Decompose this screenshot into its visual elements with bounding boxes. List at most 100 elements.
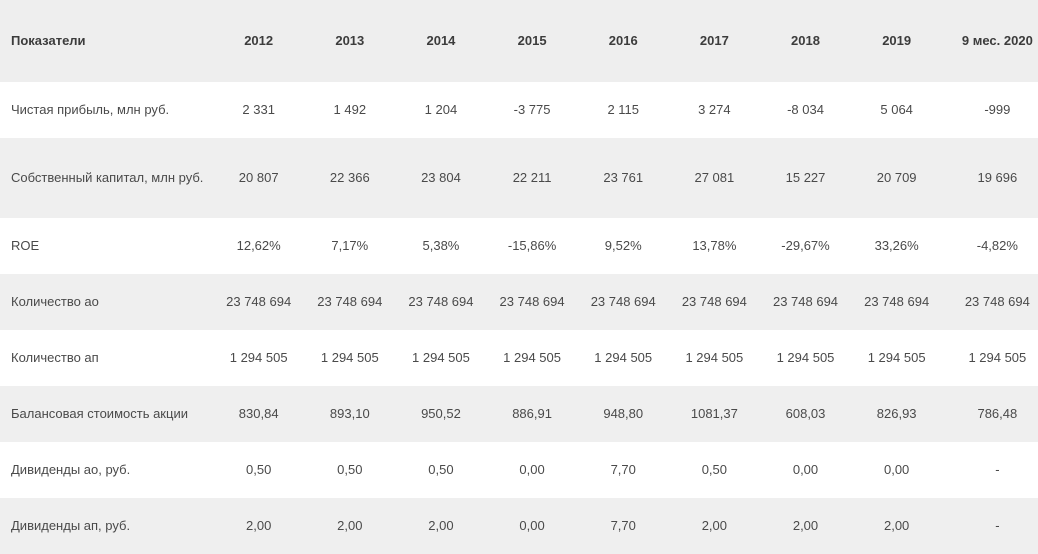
row-label: ROE xyxy=(11,238,40,253)
row-label: Собственный капитал, млн руб. xyxy=(11,170,204,185)
header-cell-year: 2016 xyxy=(608,33,638,48)
row-label: Чистая прибыль, млн руб. xyxy=(11,102,170,117)
table-cell: 23 804 xyxy=(421,170,461,185)
header-cell-year: 2019 xyxy=(882,33,912,48)
table-cell: 1 294 505 xyxy=(685,350,744,365)
table-cell: 1 294 505 xyxy=(503,350,561,365)
table-cell: 9,52% xyxy=(604,238,642,253)
header-cell-year: 2012 xyxy=(244,33,274,48)
table-cell: 2,00 xyxy=(701,518,728,533)
table-row: Количество ап 1 294 505 1 294 505 1 294 505… xyxy=(0,330,1038,386)
table-cell: 0,00 xyxy=(792,462,819,477)
table-row: Чистая прибыль, млн руб. 2 331 1 492 1 204 -… xyxy=(0,82,1038,138)
table-cell: 786,48 xyxy=(977,406,1018,421)
header-cell-year: 2017 xyxy=(699,33,729,48)
table-cell: 1 294 505 xyxy=(594,350,653,365)
table-cell: 0,50 xyxy=(337,462,363,477)
table-cell: 1 294 505 xyxy=(412,350,470,365)
table-cell: -29,67% xyxy=(781,238,830,253)
table-cell: 950,52 xyxy=(421,406,461,421)
table-cell: 7,17% xyxy=(331,238,369,253)
table-cell: 893,10 xyxy=(329,406,370,421)
table-cell: 15 227 xyxy=(785,170,826,185)
row-label: Дивиденды ао, руб. xyxy=(11,462,131,477)
table-cell: 23 748 694 xyxy=(499,294,565,309)
table-cell: -15,86% xyxy=(507,238,557,253)
header-cell-year: 2018 xyxy=(791,33,820,48)
header-cell-9m-2020: 9 мес. 2020 xyxy=(961,33,1033,48)
row-label: Балансовая стоимость акции xyxy=(11,406,188,421)
table-cell: 23 748 694 xyxy=(408,294,474,309)
table-cell: 0,00 xyxy=(519,462,545,477)
table-cell: -8 034 xyxy=(787,102,824,117)
table-cell: 1 294 505 xyxy=(968,350,1027,365)
header-cell-year: 2014 xyxy=(426,33,456,48)
header-cell-indicators: Показатели xyxy=(11,33,86,48)
table-cell: 826,93 xyxy=(876,406,917,421)
table-cell: -3 775 xyxy=(513,102,551,117)
table-cell: 2 115 xyxy=(607,102,640,117)
table-cell: 23 748 694 xyxy=(681,294,747,309)
table-cell: 23 748 694 xyxy=(590,294,656,309)
table-cell: 0,00 xyxy=(883,462,910,477)
table-cell: 7,70 xyxy=(610,462,636,477)
table-cell: - xyxy=(995,462,1000,477)
table-cell: 23 748 694 xyxy=(226,294,292,309)
table-row: Количество ао 23 748 694 23 748 694 23 748 … xyxy=(0,274,1038,330)
table-cell: 23 761 xyxy=(603,170,644,185)
table-row: Собственный капитал, млн руб. 20 807 22 36… xyxy=(0,138,1038,218)
table-cell: 2,00 xyxy=(883,518,910,533)
table-cell: 830,84 xyxy=(238,406,279,421)
table-cell: 2,00 xyxy=(246,518,272,533)
table-cell: - xyxy=(995,518,1000,533)
table-cell: 23 748 694 xyxy=(317,294,383,309)
table-cell: 1 492 xyxy=(333,102,367,117)
table-cell: 0,50 xyxy=(701,462,728,477)
table-cell: 33,26% xyxy=(874,238,919,253)
table-row: Дивиденды ао, руб. 0,50 0,50 0,50 0,00 7,70 0,… xyxy=(0,442,1038,498)
table-cell: 2 331 xyxy=(242,102,275,117)
table-row: Балансовая стоимость акции 830,84 893,10 95… xyxy=(0,386,1038,442)
table-cell: -4,82% xyxy=(976,238,1018,253)
table-cell: 0,50 xyxy=(428,462,454,477)
table-cell: 886,91 xyxy=(512,406,552,421)
table-cell: 23 748 694 xyxy=(964,294,1030,309)
table-cell: 608,03 xyxy=(785,406,826,421)
table-cell: 23 748 694 xyxy=(772,294,839,309)
table-cell: 2,00 xyxy=(428,518,454,533)
table-cell: 2,00 xyxy=(337,518,363,533)
table-cell: 2,00 xyxy=(792,518,819,533)
header-cell-year: 2013 xyxy=(335,33,365,48)
table-cell: 7,70 xyxy=(610,518,636,533)
row-label: Дивиденды ап, руб. xyxy=(11,518,131,533)
table-row: ROE 12,62% 7,17% 5,38% -15,86% 9,52% 13,78% -29… xyxy=(0,218,1038,274)
table-cell: 13,78% xyxy=(692,238,737,253)
table-cell: 0,50 xyxy=(246,462,272,477)
row-label: Количество ао xyxy=(11,294,99,309)
table-cell: 19 696 xyxy=(977,170,1018,185)
table-cell: 23 748 694 xyxy=(864,294,930,309)
row-label: Количество ап xyxy=(11,350,99,365)
table-cell: 5 064 xyxy=(880,102,913,117)
table-cell: 20 709 xyxy=(876,170,917,185)
table-cell: 1 294 505 xyxy=(229,350,288,365)
table-cell: 22 211 xyxy=(512,170,552,185)
table-cell: 1 294 505 xyxy=(776,350,835,365)
table-cell: 5,38% xyxy=(422,238,460,253)
table-cell: 1081,37 xyxy=(690,406,738,421)
table-cell: 22 366 xyxy=(329,170,370,185)
table-cell: 20 807 xyxy=(238,170,279,185)
table-cell: 12,62% xyxy=(236,238,281,253)
table-row: Дивиденды ап, руб. 2,00 2,00 2,00 0,00 7,70 2,… xyxy=(0,498,1038,554)
table-cell: -999 xyxy=(984,102,1011,117)
table-cell: 948,80 xyxy=(603,406,644,421)
table-cell: 0,00 xyxy=(519,518,545,533)
table-header-row: Показатели 2012 2013 2014 2015 2016 2017… xyxy=(0,0,1038,82)
header-cell-year: 2015 xyxy=(517,33,547,48)
table-cell: 1 294 505 xyxy=(867,350,926,365)
table-cell: 1 204 xyxy=(424,102,458,117)
table-cell: 3 274 xyxy=(698,102,731,117)
table-cell: 27 081 xyxy=(694,170,735,185)
table-cell: 1 294 505 xyxy=(320,350,379,365)
